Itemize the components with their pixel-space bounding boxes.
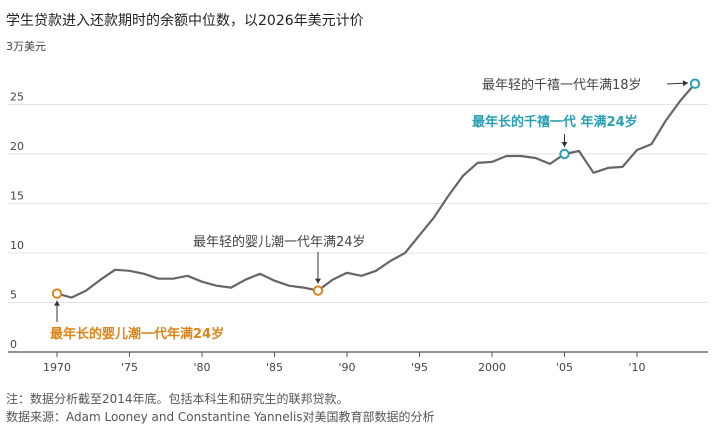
series-line <box>55 82 697 299</box>
y-tick-label: 0 <box>10 338 17 351</box>
x-tick-label: '90 <box>338 361 355 374</box>
annotation-marker <box>559 148 570 160</box>
annotation-marker <box>51 288 63 299</box>
y-axis-unit-label: 3万美元 <box>6 40 46 53</box>
y-tick-label: 5 <box>10 289 17 302</box>
annotation-arrow-head <box>54 300 60 306</box>
chart-source: 数据来源：Adam Looney and Constantine Yanneli… <box>6 410 435 424</box>
chart-title: 学生贷款进入还款期时的余额中位数，以2026年美元计价 <box>6 13 364 29</box>
y-tick-label: 20 <box>10 140 24 153</box>
x-tick-label: 1970 <box>43 361 71 374</box>
x-tick-label: '75 <box>121 361 138 374</box>
x-tick-label: '85 <box>266 361 283 374</box>
x-tick-label: '05 <box>556 361 573 374</box>
annotation-label-youngest-millennial: 最年轻的千禧一代年满18岁 <box>482 77 642 93</box>
annotation-marker <box>312 285 324 296</box>
annotation-arrow-head <box>682 80 688 87</box>
annotation-label-oldest-millennial: 最年长的千禧一代 年满24岁 <box>472 114 638 130</box>
y-tick-label: 15 <box>10 190 24 203</box>
y-tick-label: 25 <box>10 91 24 104</box>
annotation-arrow-head <box>315 278 321 284</box>
y-tick-label: 10 <box>10 239 24 252</box>
annotation-arrow-head <box>561 142 568 147</box>
x-tick-label: '10 <box>628 361 645 374</box>
chart-note: 注：数据分析截至2014年底。包括本科生和研究生的联邦贷款。 <box>6 392 349 406</box>
x-tick-label: 2000 <box>478 361 506 374</box>
annotation-marker <box>689 78 701 89</box>
annotation-label-oldest-boomer: 最年长的婴儿潮一代年满24岁 <box>50 326 224 342</box>
annotation-label-youngest-boomer: 最年轻的婴儿潮一代年满24岁 <box>193 234 366 250</box>
x-tick-label: '80 <box>193 361 210 374</box>
x-tick-label: '95 <box>411 361 428 374</box>
